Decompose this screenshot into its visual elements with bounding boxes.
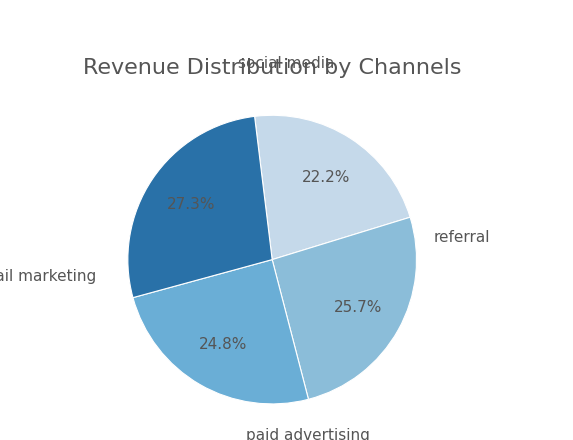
Wedge shape (128, 116, 272, 297)
Text: social media: social media (238, 56, 335, 71)
Text: referral: referral (434, 231, 490, 246)
Text: email marketing: email marketing (0, 269, 96, 284)
Text: 25.7%: 25.7% (333, 300, 382, 315)
Title: Revenue Distribution by Channels: Revenue Distribution by Channels (83, 58, 461, 77)
Text: 22.2%: 22.2% (301, 170, 350, 185)
Text: 24.8%: 24.8% (199, 337, 247, 352)
Wedge shape (254, 115, 410, 260)
Text: paid advertising: paid advertising (246, 428, 370, 440)
Text: 27.3%: 27.3% (166, 198, 215, 213)
Wedge shape (272, 217, 417, 399)
Wedge shape (133, 260, 308, 404)
